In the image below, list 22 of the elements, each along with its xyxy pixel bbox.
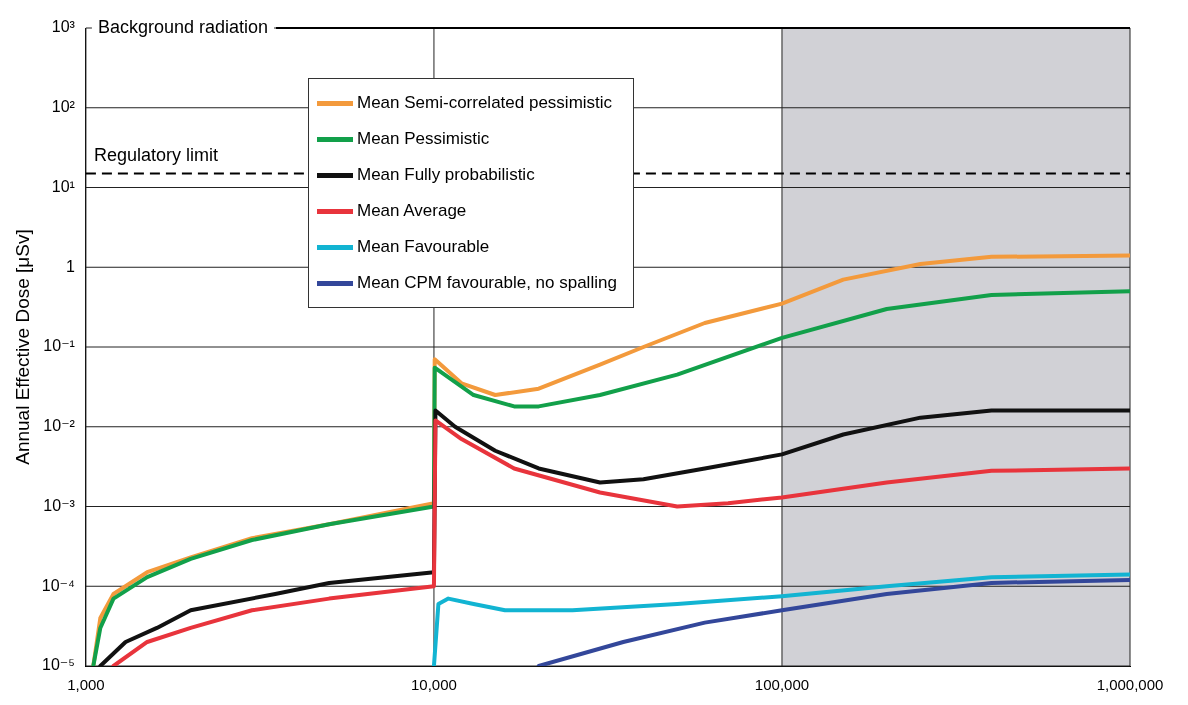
legend-label: Mean Semi-correlated pessimistic [357, 93, 613, 113]
y-tick-label: 10¹ [51, 177, 75, 195]
y-tick-label: 10⁻² [43, 417, 76, 435]
y-tick-label: 1 [66, 257, 76, 275]
y-tick-label: 10² [51, 98, 76, 116]
y-tick-label: 10⁻⁵ [42, 656, 75, 674]
x-tick-label: 100,000 [754, 676, 810, 694]
legend-label: Mean Pessimistic [357, 129, 490, 149]
legend-label: Mean CPM favourable, no spalling [357, 273, 617, 293]
legend-label: Mean Average [357, 201, 467, 221]
ref-line-label: Background radiation [97, 16, 269, 37]
y-tick-label: 10⁻³ [43, 496, 76, 514]
y-axis-title: Annual Effective Dose [μSv] [11, 229, 33, 465]
x-tick-label: 1,000,000 [1096, 676, 1164, 694]
x-tick-label: 1,000 [67, 676, 105, 694]
y-tick-label: 10⁻¹ [43, 337, 75, 355]
legend-label: Mean Fully probabilistic [357, 165, 535, 185]
x-tick-label: 10,000 [411, 676, 457, 694]
legend-label: Mean Favourable [357, 237, 490, 257]
y-tick-label: 10⁻⁴ [41, 576, 76, 594]
ref-line-label: Regulatory limit [93, 145, 218, 166]
y-tick-label: 10³ [51, 18, 76, 36]
